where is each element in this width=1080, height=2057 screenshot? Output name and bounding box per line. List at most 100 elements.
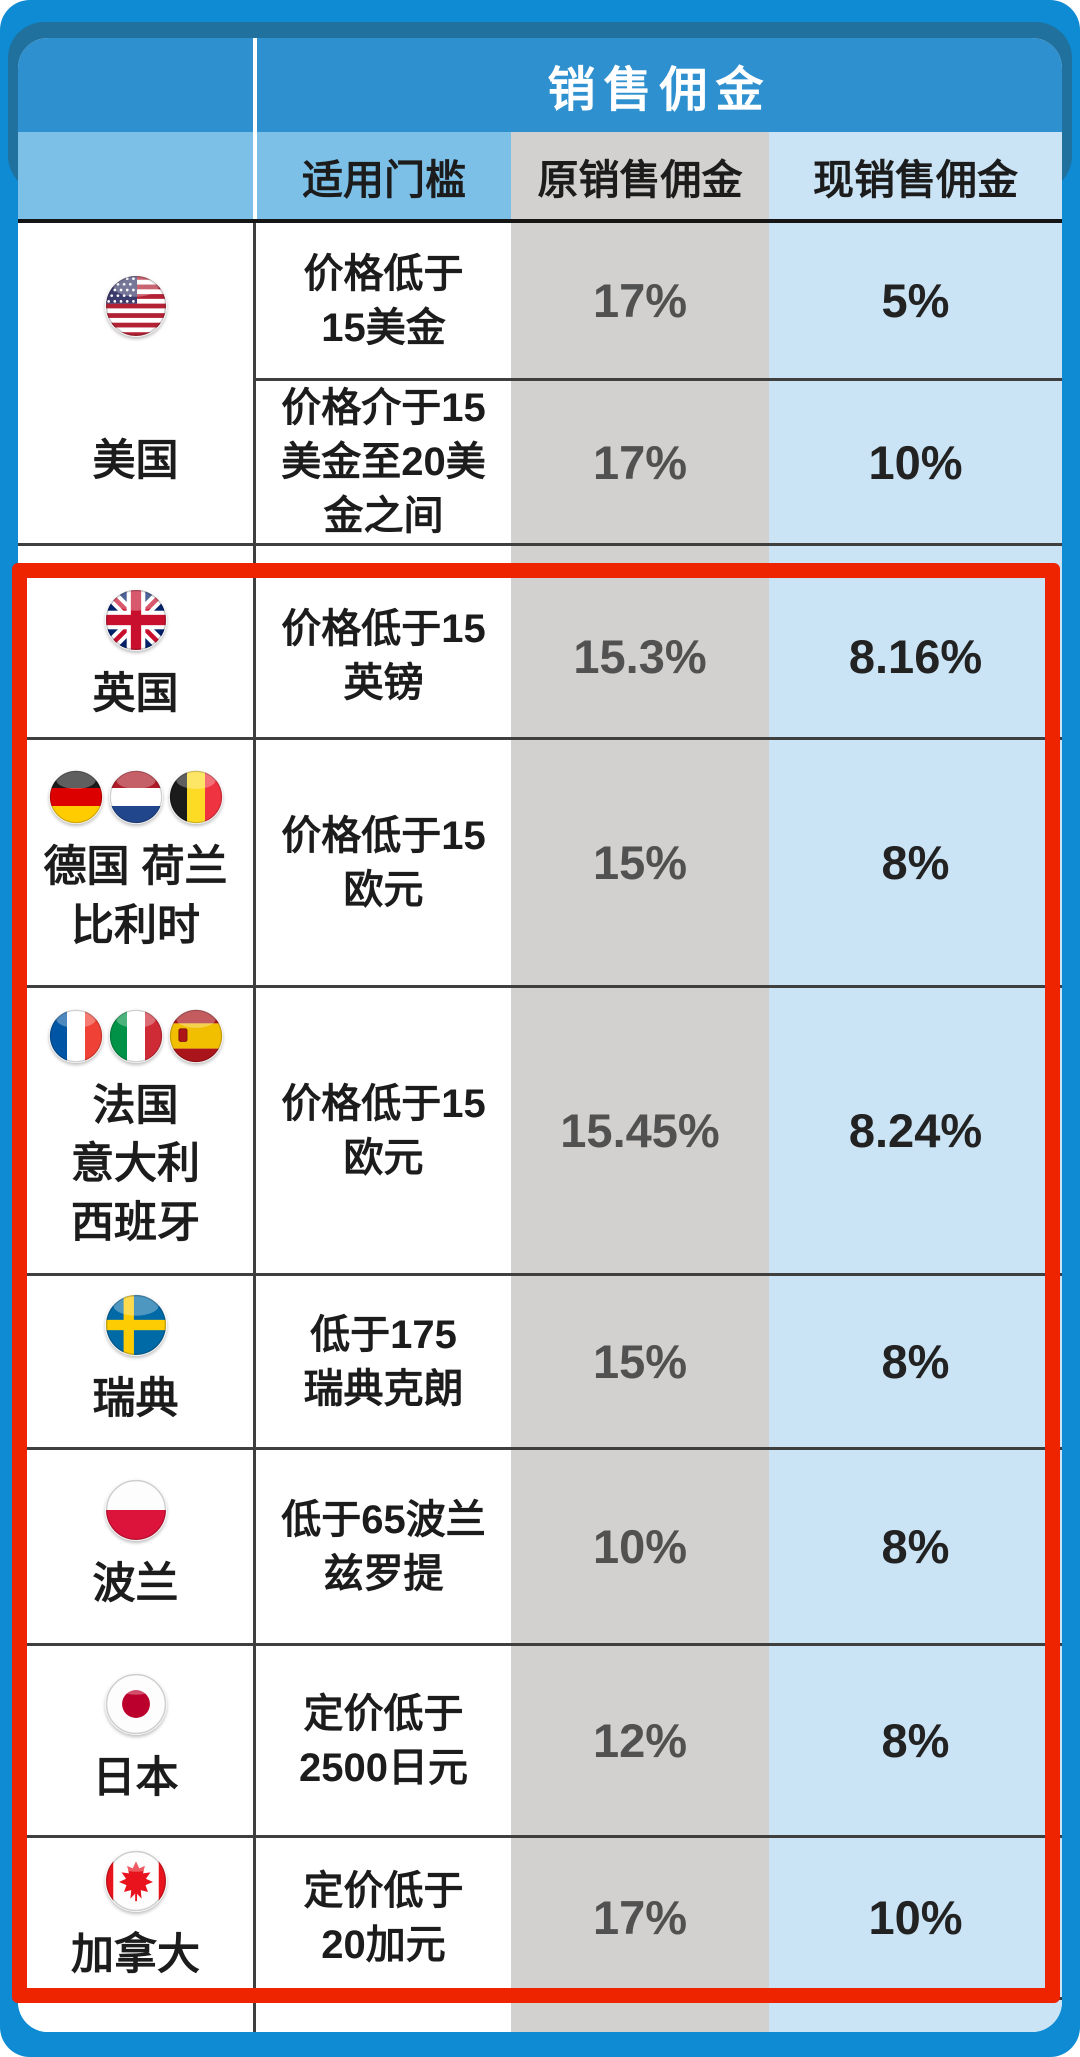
entry-rows: 价格低于15 英镑 15.3% 8.16% bbox=[256, 575, 1062, 737]
de-flag-icon bbox=[49, 770, 103, 824]
table-row: 英国 价格低于15 英镑 15.3% 8.16% bbox=[18, 575, 1062, 737]
table-body: 美国 价格低于 15美金 17% 5% 价格介于15 美金至20美 金之间 17% 10% … bbox=[18, 223, 1062, 2032]
flag-group bbox=[105, 275, 167, 337]
current-commission-value: 8% bbox=[769, 740, 1062, 985]
flag-group bbox=[49, 1009, 223, 1063]
country-label: 瑞典 bbox=[93, 1370, 179, 1428]
jp-flag-icon bbox=[105, 1673, 167, 1735]
current-commission-value: 8% bbox=[769, 1276, 1062, 1447]
country-cell: 加拿大 bbox=[18, 1838, 256, 1997]
country-label-line: 加拿大 bbox=[71, 1931, 200, 1980]
entry-rows: 低于175 瑞典克朗 15% 8% bbox=[256, 1276, 1062, 1447]
uk-flag-icon bbox=[105, 589, 167, 651]
ca-flag-icon bbox=[105, 1850, 167, 1912]
table-title-row: 销售佣金 bbox=[18, 38, 1062, 132]
country-label: 波兰 bbox=[93, 1555, 179, 1613]
current-commission-value: 8% bbox=[769, 1646, 1062, 1835]
country-label-line: 英国 bbox=[92, 669, 179, 718]
spacer-row-cell bbox=[769, 546, 1062, 575]
country-label: 加拿大 bbox=[71, 1926, 200, 1984]
country-label-line: 比利时 bbox=[70, 901, 200, 950]
entry-row: 价格低于 15美金 17% 5% bbox=[256, 223, 1062, 378]
table-row: 加拿大 定价低于 20加元 17% 10% bbox=[18, 1835, 1062, 1997]
current-commission-column-header: 现销售佣金 bbox=[769, 132, 1062, 219]
entry-row: 低于175 瑞典克朗 15% 8% bbox=[256, 1276, 1062, 1447]
es-flag-icon bbox=[169, 1009, 223, 1063]
country-label-line: 意大利 bbox=[71, 1140, 200, 1189]
threshold-value: 定价低于 2500日元 bbox=[256, 1646, 511, 1835]
threshold-column-header: 适用门槛 bbox=[257, 132, 511, 219]
country-label-line: 波兰 bbox=[92, 1560, 179, 1609]
table-row: 美国 价格低于 15美金 17% 5% 价格介于15 美金至20美 金之间 17% 10% bbox=[18, 223, 1062, 543]
commission-table-card: 销售佣金 适用门槛 原销售佣金 现销售佣金 美国 价格低于 15美金 17% 5% 价格… bbox=[18, 38, 1062, 2032]
country-label: 日本 bbox=[93, 1749, 179, 1807]
original-commission-value: 17% bbox=[511, 1838, 769, 1997]
country-label-line: 西班牙 bbox=[71, 1198, 200, 1247]
entry-row: 低于65波兰 兹罗提 10% 8% bbox=[256, 1450, 1062, 1643]
flag-group bbox=[105, 1850, 167, 1912]
spacer-row-cell bbox=[511, 546, 769, 575]
entry-row: 定价低于 2500日元 12% 8% bbox=[256, 1646, 1062, 1835]
threshold-value: 低于175 瑞典克朗 bbox=[256, 1276, 511, 1447]
original-commission-value: 12% bbox=[511, 1646, 769, 1835]
current-commission-value: 8% bbox=[769, 1450, 1062, 1643]
country-label: 德国 荷兰 比利时 bbox=[44, 838, 228, 954]
bottom-partial-row-cell bbox=[18, 2000, 256, 2032]
country-label: 英国 bbox=[93, 665, 179, 723]
original-commission-value: 10% bbox=[511, 1450, 769, 1643]
country-label-line: 美国 bbox=[92, 437, 179, 486]
table-row: 法国 意大利 西班牙 价格低于15 欧元 15.45% 8.24% bbox=[18, 985, 1062, 1273]
table-row: 波兰 低于65波兰 兹罗提 10% 8% bbox=[18, 1447, 1062, 1643]
country-label: 美国 bbox=[93, 432, 179, 490]
current-commission-value: 10% bbox=[769, 1838, 1062, 1997]
entry-row: 价格低于15 欧元 15% 8% bbox=[256, 740, 1062, 985]
original-commission-value: 15.45% bbox=[511, 988, 769, 1273]
spacer-row bbox=[18, 543, 1062, 575]
flag-group bbox=[49, 770, 223, 824]
country-label-line: 瑞典 bbox=[92, 1375, 179, 1424]
header-divider-line bbox=[253, 38, 257, 132]
spacer-row-cell bbox=[18, 546, 256, 575]
current-commission-value: 5% bbox=[769, 223, 1062, 378]
original-commission-value: 17% bbox=[511, 223, 769, 378]
fr-flag-icon bbox=[49, 1009, 103, 1063]
be-flag-icon bbox=[169, 770, 223, 824]
table-row: 德国 荷兰 比利时 价格低于15 欧元 15% 8% bbox=[18, 737, 1062, 985]
original-commission-value: 15% bbox=[511, 1276, 769, 1447]
original-commission-value: 17% bbox=[511, 381, 769, 543]
threshold-value: 价格低于15 欧元 bbox=[256, 988, 511, 1273]
entry-rows: 定价低于 2500日元 12% 8% bbox=[256, 1646, 1062, 1835]
nl-flag-icon bbox=[109, 770, 163, 824]
threshold-value: 价格低于15 英镑 bbox=[256, 575, 511, 737]
original-commission-column-header: 原销售佣金 bbox=[511, 132, 769, 219]
entry-row: 价格低于15 欧元 15.45% 8.24% bbox=[256, 988, 1062, 1273]
country-cell: 法国 意大利 西班牙 bbox=[18, 988, 256, 1273]
table-row: 日本 定价低于 2500日元 12% 8% bbox=[18, 1643, 1062, 1835]
entry-rows: 价格低于 15美金 17% 5% 价格介于15 美金至20美 金之间 17% 10% bbox=[256, 223, 1062, 543]
it-flag-icon bbox=[109, 1009, 163, 1063]
original-commission-value: 15.3% bbox=[511, 575, 769, 737]
threshold-value: 价格低于 15美金 bbox=[256, 223, 511, 378]
country-label-line: 法国 bbox=[92, 1082, 179, 1131]
country-cell: 瑞典 bbox=[18, 1276, 256, 1447]
entry-row: 定价低于 20加元 17% 10% bbox=[256, 1838, 1062, 1997]
current-commission-value: 8.16% bbox=[769, 575, 1062, 737]
table-title: 销售佣金 bbox=[547, 64, 772, 117]
entry-rows: 价格低于15 欧元 15.45% 8.24% bbox=[256, 988, 1062, 1273]
column-header-row: 适用门槛 原销售佣金 现销售佣金 bbox=[18, 132, 1062, 223]
us-flag-icon bbox=[105, 275, 167, 337]
flag-group bbox=[105, 589, 167, 651]
country-label-line: 日本 bbox=[92, 1754, 179, 1803]
flag-group bbox=[105, 1294, 167, 1356]
bottom-partial-row-cell bbox=[511, 2000, 769, 2032]
threshold-value: 价格介于15 美金至20美 金之间 bbox=[256, 381, 511, 543]
country-cell: 英国 bbox=[18, 575, 256, 737]
flag-group bbox=[105, 1479, 167, 1541]
country-cell: 德国 荷兰 比利时 bbox=[18, 740, 256, 985]
country-cell: 日本 bbox=[18, 1646, 256, 1835]
bottom-partial-row-cell bbox=[769, 2000, 1062, 2032]
entry-row: 价格低于15 英镑 15.3% 8.16% bbox=[256, 575, 1062, 737]
entry-rows: 定价低于 20加元 17% 10% bbox=[256, 1838, 1062, 1997]
flag-group bbox=[105, 1673, 167, 1735]
